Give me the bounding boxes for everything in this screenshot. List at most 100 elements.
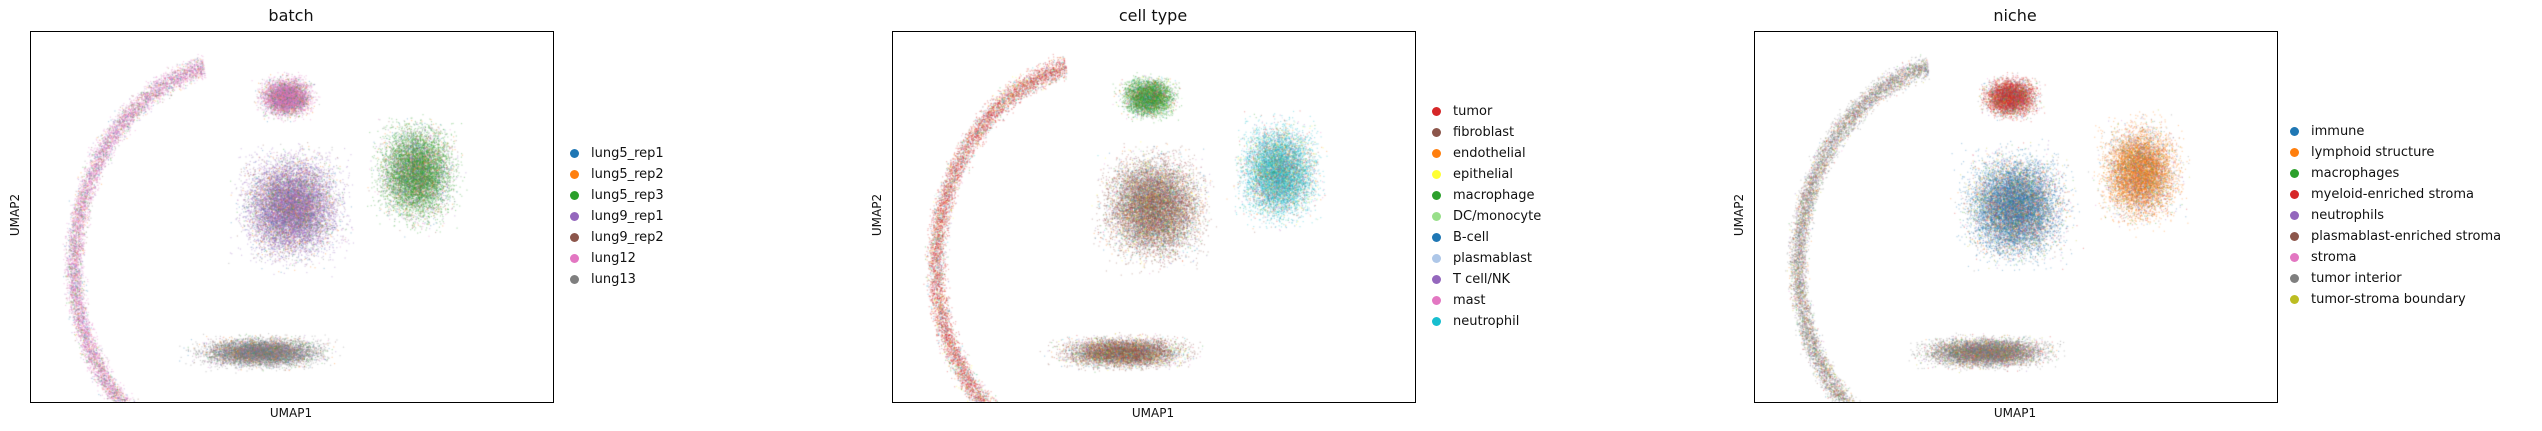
legend-item: macrophages bbox=[2290, 163, 2501, 184]
chart-title: niche bbox=[1993, 6, 2037, 25]
legend: tumor fibroblast endothelial epithelial macr… bbox=[1432, 101, 1541, 332]
legend-marker bbox=[1432, 107, 1441, 116]
legend-label: tumor-stroma boundary bbox=[2311, 292, 2466, 307]
legend-item: lung9_rep1 bbox=[570, 206, 664, 227]
legend-marker bbox=[2290, 190, 2299, 199]
legend-label: lung9_rep2 bbox=[591, 230, 664, 245]
plot-area bbox=[30, 31, 554, 403]
legend-marker bbox=[1432, 296, 1441, 305]
legend-label: lung12 bbox=[591, 251, 636, 266]
y-axis-label: UMAP2 bbox=[1732, 193, 1746, 237]
legend-label: myeloid-enriched stroma bbox=[2311, 187, 2474, 202]
legend-item: lymphoid structure bbox=[2290, 142, 2501, 163]
legend-item: lung9_rep2 bbox=[570, 227, 664, 248]
legend-label: neutrophils bbox=[2311, 208, 2385, 223]
legend-item: fibroblast bbox=[1432, 122, 1541, 143]
chart-panel-batch: batch UMAP1 UMAP2 lung5_rep1 lung5_rep2 lu… bbox=[0, 0, 664, 431]
chart-title: batch bbox=[268, 6, 314, 25]
legend-label: stroma bbox=[2311, 250, 2357, 265]
legend-label: macrophages bbox=[2311, 166, 2400, 181]
legend-marker bbox=[2290, 253, 2299, 262]
x-axis-label: UMAP1 bbox=[269, 406, 313, 420]
legend-marker bbox=[1432, 233, 1441, 242]
legend-marker bbox=[570, 212, 579, 221]
legend-item: T cell/NK bbox=[1432, 269, 1541, 290]
legend-marker bbox=[570, 233, 579, 242]
legend-item: lung12 bbox=[570, 248, 664, 269]
y-axis-label: UMAP2 bbox=[8, 193, 22, 237]
legend-label: lung5_rep2 bbox=[591, 167, 664, 182]
legend-item: immune bbox=[2290, 121, 2501, 142]
legend-item: lung13 bbox=[570, 269, 664, 290]
legend-marker bbox=[2290, 295, 2299, 304]
legend-label: macrophage bbox=[1453, 188, 1535, 203]
legend-label: B-cell bbox=[1453, 230, 1489, 245]
legend-label: lung5_rep1 bbox=[591, 146, 664, 161]
legend-item: endothelial bbox=[1432, 143, 1541, 164]
legend-item: neutrophil bbox=[1432, 311, 1541, 332]
legend-label: neutrophil bbox=[1453, 314, 1520, 329]
legend-marker bbox=[1432, 149, 1441, 158]
legend-marker bbox=[570, 191, 579, 200]
legend-label: endothelial bbox=[1453, 146, 1526, 161]
chart-title: cell type bbox=[1118, 6, 1188, 25]
legend-marker bbox=[2290, 127, 2299, 136]
legend-item: stroma bbox=[2290, 247, 2501, 268]
legend-marker bbox=[1432, 212, 1441, 221]
plot-area bbox=[892, 31, 1416, 403]
legend-marker bbox=[1432, 275, 1441, 284]
legend-item: macrophage bbox=[1432, 185, 1541, 206]
legend-item: plasmablast bbox=[1432, 248, 1541, 269]
x-axis-label: UMAP1 bbox=[1131, 406, 1175, 420]
umap-scatter bbox=[1755, 32, 2277, 402]
legend-label: immune bbox=[2311, 124, 2365, 139]
legend-marker bbox=[1432, 254, 1441, 263]
legend-item: myeloid-enriched stroma bbox=[2290, 184, 2501, 205]
legend-item: tumor interior bbox=[2290, 268, 2501, 289]
umap-scatter bbox=[31, 32, 553, 402]
legend-marker bbox=[1432, 128, 1441, 137]
legend-label: tumor interior bbox=[2311, 271, 2402, 286]
legend-marker bbox=[2290, 232, 2299, 241]
legend-marker bbox=[2290, 148, 2299, 157]
legend-label: fibroblast bbox=[1453, 125, 1515, 140]
legend-item: tumor bbox=[1432, 101, 1541, 122]
legend-item: B-cell bbox=[1432, 227, 1541, 248]
legend-label: mast bbox=[1453, 293, 1486, 308]
legend-label: lung5_rep3 bbox=[591, 188, 664, 203]
legend-item: DC/monocyte bbox=[1432, 206, 1541, 227]
legend-marker bbox=[570, 254, 579, 263]
legend-label: plasmablast-enriched stroma bbox=[2311, 229, 2502, 244]
legend-label: DC/monocyte bbox=[1453, 209, 1542, 224]
legend-marker bbox=[570, 275, 579, 284]
umap-scatter bbox=[893, 32, 1415, 402]
legend: lung5_rep1 lung5_rep2 lung5_rep3 lung9_rep1… bbox=[570, 143, 664, 290]
legend-item: tumor-stroma boundary bbox=[2290, 289, 2501, 310]
x-axis-label: UMAP1 bbox=[1993, 406, 2037, 420]
legend-item: lung5_rep3 bbox=[570, 185, 664, 206]
legend-marker bbox=[2290, 274, 2299, 283]
legend-marker bbox=[2290, 211, 2299, 220]
legend-label: epithelial bbox=[1453, 167, 1513, 182]
chart-panel-niche: niche UMAP1 UMAP2 immune lymphoid structu… bbox=[1724, 0, 2542, 431]
y-axis-label: UMAP2 bbox=[870, 193, 884, 237]
legend-marker bbox=[1432, 170, 1441, 179]
legend-label: T cell/NK bbox=[1453, 272, 1511, 287]
legend-item: epithelial bbox=[1432, 164, 1541, 185]
legend: immune lymphoid structure macrophages myelo… bbox=[2290, 121, 2501, 310]
legend-marker bbox=[570, 149, 579, 158]
chart-panel-cell-type: cell type UMAP1 UMAP2 tumor fibroblast end… bbox=[862, 0, 1541, 431]
legend-label: lung9_rep1 bbox=[591, 209, 664, 224]
legend-marker bbox=[1432, 191, 1441, 200]
legend-label: lung13 bbox=[591, 272, 636, 287]
legend-item: plasmablast-enriched stroma bbox=[2290, 226, 2501, 247]
legend-marker bbox=[570, 170, 579, 179]
legend-item: lung5_rep1 bbox=[570, 143, 664, 164]
plot-area bbox=[1754, 31, 2278, 403]
legend-label: lymphoid structure bbox=[2311, 145, 2435, 160]
legend-marker bbox=[1432, 317, 1441, 326]
legend-label: plasmablast bbox=[1453, 251, 1532, 266]
legend-marker bbox=[2290, 169, 2299, 178]
legend-item: neutrophils bbox=[2290, 205, 2501, 226]
legend-item: mast bbox=[1432, 290, 1541, 311]
